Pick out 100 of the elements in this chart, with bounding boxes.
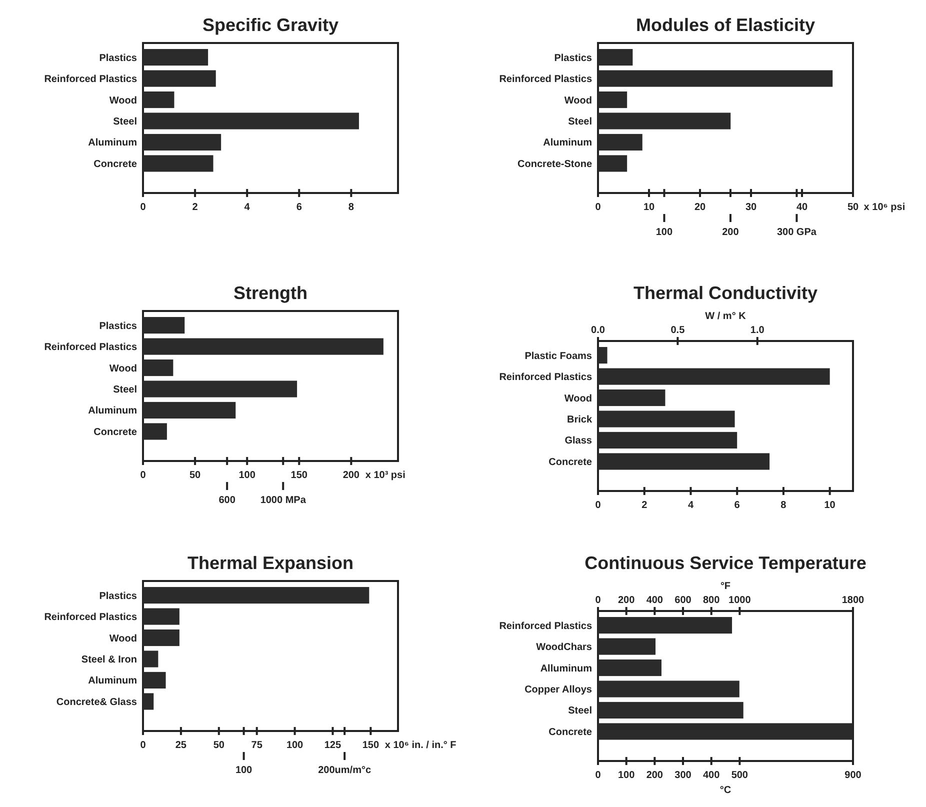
y-tick-label: Concrete& Glass — [56, 696, 138, 708]
x-tick-label: 4 — [244, 202, 250, 213]
x2-tick-label: 100 — [656, 227, 674, 238]
x2-tick-label: 400 — [646, 595, 664, 606]
x-tick-label: 6 — [734, 500, 740, 511]
x2-tick-label: 600 — [674, 595, 692, 606]
y-tick-label: Concrete-Stone — [518, 158, 592, 170]
x-tick-label: 20 — [694, 202, 706, 213]
x-tick-label: 50 — [189, 470, 202, 481]
x-tick-label: 50 — [847, 202, 859, 213]
y-tick-label: Plastic Foams — [524, 350, 592, 362]
x-tick-label: 0 — [595, 202, 602, 213]
x2-tick-label: 1.0 — [750, 325, 765, 336]
y-tick-label: Concrete — [548, 726, 592, 738]
x-tick-label: 10 — [824, 500, 836, 511]
y-tick-label: Reinforced Plastics — [499, 74, 592, 86]
y-tick-label: Brick — [566, 414, 592, 426]
y-tick-label: Aluminum — [543, 138, 592, 149]
x-tick-label: 500 — [731, 770, 748, 781]
y-tick-label: Steel — [568, 706, 592, 717]
x-tick-label: 0 — [595, 500, 602, 511]
x2-tick-label: 300 GPa — [776, 227, 817, 238]
x-tick-label: 6 — [296, 202, 302, 213]
x2-axis-title: W / m° K — [705, 311, 747, 322]
x-tick-label: 100 — [618, 770, 636, 781]
y-tick-label: Concrete — [94, 426, 138, 438]
y-tick-label: Aluminum — [88, 406, 138, 417]
y-tick-label: Steel — [113, 116, 138, 128]
y-tick-label: Plastics — [554, 52, 592, 64]
x-tick-label: 2 — [192, 202, 198, 213]
x-axis-title: °C — [720, 785, 732, 796]
x-axis-title: x 10⁶ in. / in.° F — [384, 740, 456, 751]
chart-title: Thermal Expansion — [187, 553, 354, 573]
chart-title: Modules of Elasticity — [636, 15, 816, 35]
y-tick-label: Glass — [564, 436, 592, 447]
chart-title: Strength — [234, 283, 308, 303]
x-tick-label: 150 — [362, 740, 380, 751]
chart-title: Specific Gravity — [202, 15, 339, 35]
x-axis-title: x 10³ psi — [365, 470, 406, 481]
x-tick-label: 30 — [745, 202, 757, 213]
y-tick-label: Plastics — [99, 590, 138, 602]
x-tick-label: 150 — [290, 470, 308, 481]
y-tick-label: WoodChars — [536, 642, 592, 654]
x2-tick-label: 200 — [618, 595, 636, 606]
x2-tick-label: 0.5 — [670, 325, 686, 336]
x-tick-label: 0 — [140, 202, 146, 213]
y-tick-label: Wood — [109, 363, 137, 374]
y-tick-label: Reinforced Plastics — [44, 74, 138, 86]
y-tick-label: Reinforced Plastics — [499, 620, 592, 632]
x-axis-title: x 10⁶ psi — [864, 202, 906, 213]
x-tick-label: 400 — [702, 770, 720, 781]
x-tick-label: 0 — [140, 740, 146, 751]
x-tick-label: 125 — [324, 740, 342, 751]
x2-tick-label: 600 — [218, 495, 236, 506]
x2-tick-label: 1000 — [728, 595, 752, 606]
x-tick-label: 8 — [780, 500, 787, 511]
x-tick-label: 2 — [642, 500, 648, 511]
y-tick-label: Wood — [564, 95, 592, 106]
x-tick-label: 10 — [643, 202, 655, 213]
x-tick-label: 100 — [238, 470, 256, 481]
y-tick-label: Steel — [113, 384, 138, 396]
x-tick-label: 50 — [213, 740, 225, 751]
x-tick-label: 4 — [688, 500, 694, 511]
x2-axis-title: °F — [720, 581, 731, 592]
x2-tick-label: 1800 — [842, 595, 865, 606]
y-tick-label: Alluminum — [540, 663, 592, 674]
y-tick-label: Reinforced Plastics — [44, 342, 138, 354]
y-tick-label: Concrete — [548, 456, 592, 468]
x2-tick-label: 200 — [722, 227, 740, 238]
y-tick-label: Wood — [564, 393, 592, 404]
x-tick-label: 0 — [595, 770, 602, 781]
y-tick-label: Steel — [568, 116, 592, 128]
y-tick-label: Reinforced Plastics — [499, 372, 592, 384]
chart-title: Thermal Conductivity — [633, 283, 818, 303]
x-tick-label: 100 — [286, 740, 304, 751]
y-tick-label: Wood — [109, 633, 137, 644]
x-tick-label: 300 — [674, 770, 692, 781]
x2-tick-label: 0 — [595, 595, 602, 606]
y-tick-label: Steel & Iron — [81, 654, 137, 666]
x-tick-label: 200 — [646, 770, 664, 781]
y-tick-label: Wood — [109, 95, 137, 106]
x-tick-label: 25 — [175, 740, 187, 751]
x-tick-label: 40 — [796, 202, 808, 213]
x-tick-label: 0 — [140, 470, 146, 481]
x2-tick-label: 800 — [702, 595, 720, 606]
y-tick-label: Aluminum — [88, 138, 138, 149]
x-tick-label: 200 — [342, 470, 360, 481]
x-tick-label: 8 — [348, 202, 354, 213]
y-tick-label: Plastics — [99, 52, 138, 64]
y-tick-label: Aluminum — [88, 676, 138, 687]
x2-tick-label: 200um/m°c — [318, 765, 372, 776]
x2-tick-label: 0.0 — [591, 325, 606, 336]
x2-tick-label: 1000 MPa — [260, 495, 306, 506]
x-tick-label: 900 — [844, 770, 862, 781]
y-tick-label: Copper Alloys — [524, 684, 592, 696]
chart-title: Continuous Service Temperature — [584, 553, 866, 573]
x-tick-label: 75 — [251, 740, 263, 751]
y-tick-label: Concrete — [94, 158, 138, 170]
y-tick-label: Plastics — [99, 320, 138, 332]
y-tick-label: Reinforced Plastics — [44, 612, 138, 624]
